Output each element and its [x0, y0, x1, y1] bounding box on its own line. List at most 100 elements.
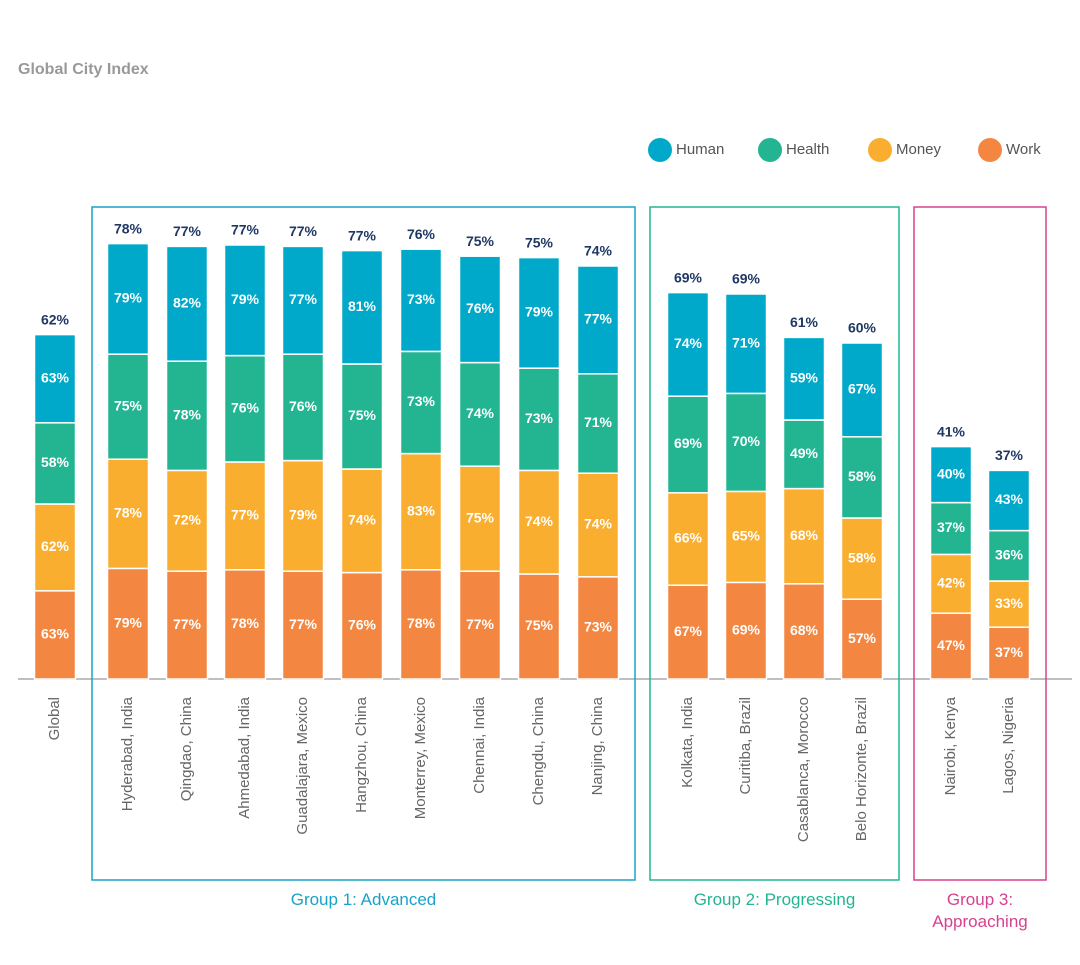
bar-segment [281, 353, 325, 462]
x-tick-label: Chennai, India [471, 696, 488, 793]
total-label: 77% [173, 223, 202, 239]
segment-label: 75% [114, 397, 143, 413]
x-tick-label: Qingdao, China [178, 696, 195, 801]
bar-segment [399, 569, 443, 680]
total-label: 76% [407, 226, 436, 242]
bar-segment [724, 293, 768, 395]
segment-label: 57% [848, 630, 877, 646]
segment-label: 58% [41, 454, 70, 470]
bar-segment [165, 570, 209, 680]
segment-label: 63% [41, 369, 70, 385]
segment-label: 74% [348, 512, 377, 528]
bar-segment [987, 580, 1031, 628]
segment-label: 40% [937, 465, 966, 481]
total-label: 37% [995, 447, 1024, 463]
segment-label: 49% [790, 445, 819, 461]
segment-label: 42% [937, 575, 966, 591]
segment-label: 69% [674, 435, 703, 451]
bar-segment [782, 336, 826, 421]
segment-label: 75% [466, 509, 495, 525]
segment-label: 67% [848, 381, 877, 397]
total-label: 69% [732, 271, 761, 287]
legend-swatch [978, 138, 1002, 162]
legend-label: Human [676, 141, 724, 158]
x-tick-label: Lagos, Nigeria [1000, 696, 1017, 793]
bar-segment [840, 342, 884, 438]
segment-label: 68% [790, 622, 819, 638]
segment-label: 78% [114, 505, 143, 521]
segment-label: 73% [407, 393, 436, 409]
bar-segment [929, 501, 973, 556]
bar-segment [33, 503, 77, 592]
group-box [913, 206, 1047, 881]
segment-label: 75% [525, 617, 554, 633]
bar-segment [929, 445, 973, 504]
segment-label: 70% [732, 433, 761, 449]
bar-segment [106, 242, 150, 355]
segment-label: 58% [848, 549, 877, 565]
bar-segment [223, 244, 267, 357]
legend-swatch [758, 138, 782, 162]
segment-label: 77% [466, 616, 495, 632]
bar-segment [281, 570, 325, 680]
x-tick-label: Chengdu, China [530, 696, 547, 805]
segment-label: 79% [289, 507, 318, 523]
segment-label: 76% [231, 400, 260, 416]
bar-segment [399, 248, 443, 353]
x-tick-label: Nairobi, Kenya [942, 696, 959, 795]
segment-label: 72% [173, 512, 202, 528]
segment-label: 73% [525, 410, 554, 426]
bar-segment [281, 245, 325, 355]
segment-label: 82% [173, 295, 202, 311]
bar-segment [517, 469, 561, 575]
x-tick-label: Curitiba, Brazil [737, 697, 754, 795]
x-tick-label: Hyderabad, India [119, 696, 136, 811]
x-tick-label: Kolkata, India [679, 696, 696, 788]
bar-segment [458, 361, 502, 467]
segment-label: 73% [584, 619, 613, 635]
segment-label: 83% [407, 502, 436, 518]
segment-label: 66% [674, 530, 703, 546]
bar-segment [223, 569, 267, 680]
legend-swatch [648, 138, 672, 162]
segment-label: 78% [231, 615, 260, 631]
legend-label: Health [786, 141, 829, 158]
segment-label: 73% [407, 291, 436, 307]
segment-label: 67% [674, 623, 703, 639]
segment-label: 79% [114, 290, 143, 306]
bar-segment [458, 255, 502, 364]
segment-label: 77% [289, 291, 318, 307]
total-label: 75% [525, 234, 554, 250]
segment-label: 74% [674, 335, 703, 351]
total-label: 69% [674, 269, 703, 285]
segment-label: 76% [466, 300, 495, 316]
bar-segment [33, 590, 77, 680]
bar-segment [223, 461, 267, 571]
bar-segment [576, 265, 620, 375]
bar-segment [165, 245, 209, 362]
segment-label: 77% [173, 616, 202, 632]
x-tick-label: Casablanca, Morocco [795, 697, 812, 842]
segment-label: 33% [995, 595, 1024, 611]
group-box [91, 206, 636, 881]
segment-label: 74% [525, 513, 554, 529]
total-label: 74% [584, 243, 613, 259]
x-tick-label: Monterrey, Mexico [412, 697, 429, 819]
bar-segment [517, 256, 561, 369]
segment-label: 71% [584, 414, 613, 430]
segment-label: 71% [732, 334, 761, 350]
group-label: Group 2: Progressing [693, 890, 856, 909]
bar-segment [399, 452, 443, 571]
bar-segment [458, 570, 502, 680]
segment-label: 47% [937, 637, 966, 653]
segment-label: 75% [348, 407, 377, 423]
segment-label: 77% [231, 507, 260, 523]
bar-segment [782, 419, 826, 490]
bar-segment [517, 573, 561, 680]
total-label: 61% [790, 314, 819, 330]
bar-segment [517, 367, 561, 472]
bar-segment [724, 490, 768, 584]
bar-segment [399, 350, 443, 455]
bar-segment [929, 612, 973, 680]
